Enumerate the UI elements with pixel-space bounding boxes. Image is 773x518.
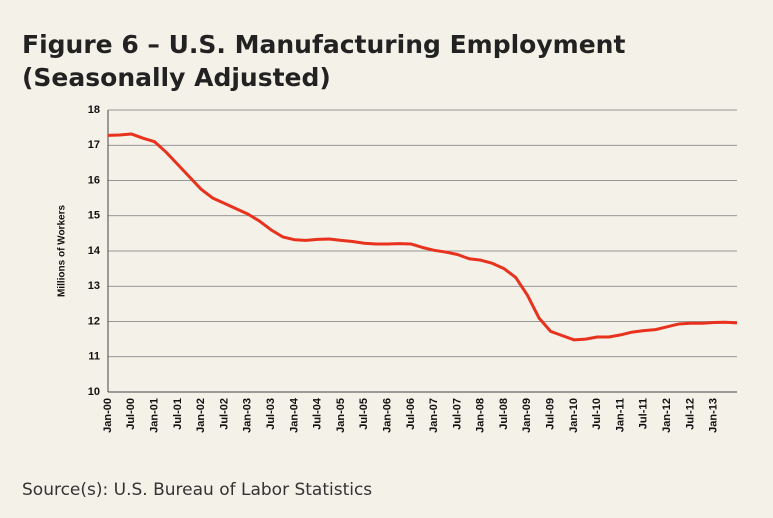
- y-tick-label: 16: [88, 174, 100, 186]
- x-tick-label: Jan-02: [195, 398, 207, 433]
- x-tick-label: Jan-13: [708, 398, 720, 433]
- x-tick-label: Jul-10: [591, 398, 603, 430]
- x-tick-label: Jul-01: [172, 398, 184, 430]
- x-tick-label: Jul-00: [125, 398, 137, 430]
- x-tick-label: Jul-03: [265, 398, 277, 430]
- y-tick-label: 15: [88, 210, 100, 222]
- line-series: [107, 132, 738, 342]
- x-tick-label: Jan-01: [148, 398, 160, 433]
- y-tick-label: 18: [88, 104, 100, 116]
- x-tick-label: Jan-06: [381, 398, 393, 433]
- x-tick-label: Jul-12: [684, 398, 696, 430]
- x-tick-label: Jul-05: [358, 398, 370, 430]
- x-tick-label: Jul-06: [405, 398, 417, 430]
- y-tick-label: 17: [88, 139, 100, 151]
- y-axis-label: Millions of Workers: [57, 205, 68, 297]
- y-tick-label: 13: [88, 280, 100, 292]
- x-tick-label: Jan-07: [428, 398, 440, 433]
- x-tick-label: Jul-11: [638, 398, 650, 429]
- x-tick-label: Jul-08: [498, 398, 510, 430]
- x-tick-label: Jan-00: [102, 398, 114, 433]
- source-note: Source(s): U.S. Bureau of Labor Statisti…: [22, 480, 373, 500]
- y-tick-label: 12: [88, 315, 100, 327]
- y-tick-label: 11: [88, 351, 100, 363]
- x-tick-label: Jul-09: [545, 398, 557, 430]
- x-tick-label: Jan-05: [335, 398, 347, 433]
- x-tick-label: Jan-12: [661, 398, 673, 433]
- x-tick-label: Jan-08: [475, 398, 487, 433]
- y-tick-label: 10: [88, 386, 100, 398]
- y-tick-label: 14: [88, 245, 101, 257]
- x-tick-label: Jul-04: [312, 397, 324, 430]
- x-tick-label: Jan-11: [614, 398, 626, 432]
- x-tick-label: Jan-09: [521, 398, 533, 433]
- x-tick-label: Jan-03: [242, 398, 254, 433]
- chart-title: Figure 6 – U.S. Manufacturing Employment…: [22, 30, 626, 92]
- x-tick-label: Jul-02: [218, 398, 230, 430]
- x-tick-label: Jan-04: [288, 397, 300, 433]
- x-tick-label: Jan-10: [568, 398, 580, 433]
- x-tick-label: Jul-07: [451, 398, 463, 430]
